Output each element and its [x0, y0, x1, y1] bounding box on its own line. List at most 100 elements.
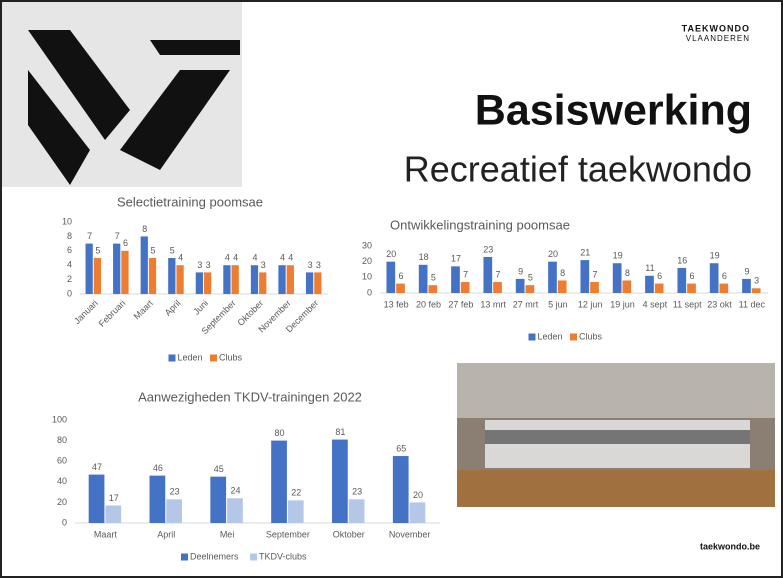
legend-label: Leden [178, 352, 203, 362]
y-tick-label: 40 [57, 476, 67, 486]
bar [677, 267, 687, 293]
bar [271, 440, 287, 523]
data-label: 6 [722, 271, 727, 281]
y-tick-label: 0 [367, 287, 372, 297]
legend-label: TKDV-clubs [259, 551, 307, 561]
bar [719, 283, 729, 293]
bar [392, 456, 409, 523]
y-tick-label: 10 [362, 272, 372, 282]
bar [305, 272, 314, 294]
bar [428, 285, 438, 293]
x-tick-label: 5 jun [548, 299, 568, 309]
data-label: 6 [657, 271, 662, 281]
bar [348, 499, 365, 523]
data-label: 16 [677, 255, 687, 265]
data-label: 7 [496, 269, 501, 279]
legend-swatch [181, 553, 188, 561]
legend-swatch [528, 333, 536, 341]
bar [250, 265, 259, 294]
bar [231, 265, 239, 294]
x-tick-label: 12 jun [578, 299, 603, 309]
bar [88, 474, 105, 523]
bar [85, 243, 93, 294]
bar [525, 285, 535, 293]
data-label: 3 [206, 260, 211, 270]
data-label: 8 [625, 268, 630, 278]
data-label: 4 [288, 253, 293, 263]
data-label: 20 [548, 249, 558, 259]
bar [548, 261, 557, 293]
data-label: 5 [528, 273, 533, 283]
bar [580, 260, 590, 293]
bar [645, 275, 654, 293]
x-tick-label: November [389, 529, 431, 539]
chart-title: Selectietraining poomsae [117, 194, 263, 209]
legend-swatch [168, 354, 176, 362]
photo [457, 363, 775, 507]
data-label: 80 [275, 428, 285, 438]
y-tick-label: 100 [52, 414, 67, 424]
bar [140, 236, 148, 294]
legend-label: Deelnemers [190, 551, 239, 561]
y-tick-label: 0 [62, 517, 67, 527]
bar [287, 500, 304, 523]
x-tick-label: Oktober [333, 529, 365, 539]
data-label: 7 [87, 231, 92, 241]
x-tick-label: 11 dec [739, 299, 766, 309]
bar [286, 265, 294, 294]
data-label: 5 [170, 245, 175, 255]
legend-swatch [570, 333, 577, 341]
data-label: 7 [115, 231, 120, 241]
x-tick-label: 27 feb [448, 299, 473, 309]
data-label: 5 [95, 245, 100, 255]
bar [204, 272, 212, 294]
data-label: 4 [280, 253, 285, 263]
data-label: 8 [142, 224, 147, 234]
bar [742, 278, 751, 293]
data-label: 19 [613, 251, 623, 261]
y-tick-label: 4 [67, 260, 72, 270]
data-label: 9 [518, 266, 523, 276]
data-label: 3 [308, 260, 313, 270]
y-tick-label: 10 [62, 216, 72, 226]
bar [278, 265, 286, 294]
legend-label: Clubs [219, 352, 243, 362]
data-label: 7 [463, 269, 468, 279]
legend-swatch [250, 553, 257, 561]
brand-line1: TAEKWONDO [682, 23, 750, 33]
data-label: 6 [690, 271, 695, 281]
data-label: 46 [153, 463, 163, 473]
bar [314, 272, 322, 294]
x-tick-label: 27 mrt [513, 299, 539, 309]
data-label: 20 [413, 490, 423, 500]
bar [210, 476, 227, 523]
x-tick-label: 20 feb [416, 299, 441, 309]
y-tick-label: 2 [67, 274, 72, 284]
data-label: 45 [214, 464, 224, 474]
data-label: 3 [754, 276, 759, 286]
y-tick-label: 60 [57, 456, 67, 466]
bar [409, 502, 426, 523]
bar [168, 258, 176, 294]
bar [654, 283, 664, 293]
data-label: 22 [291, 488, 301, 498]
data-label: 47 [92, 462, 102, 472]
slide-title: Basiswerking [475, 86, 752, 134]
data-label: 6 [399, 271, 404, 281]
data-label: 17 [109, 493, 119, 503]
data-label: 21 [580, 247, 590, 257]
chart-title: Aanwezigheden TKDV-trainingen 2022 [138, 389, 362, 404]
data-label: 65 [396, 443, 406, 453]
legend-swatch [210, 354, 217, 362]
data-label: 17 [451, 254, 461, 264]
x-tick-label: 4 sept [643, 299, 668, 309]
data-label: 23 [170, 487, 180, 497]
y-tick-label: 0 [67, 288, 72, 298]
bar [483, 256, 493, 293]
bar [557, 280, 567, 293]
data-label: 20 [386, 249, 396, 259]
y-tick-label: 20 [57, 497, 67, 507]
bar [332, 439, 348, 523]
logo [2, 2, 242, 187]
